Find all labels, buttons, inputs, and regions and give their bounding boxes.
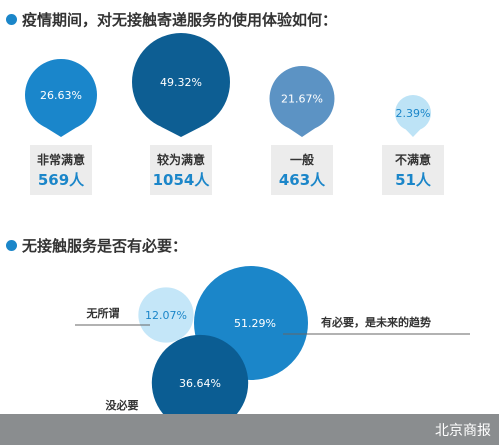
category-card-dissatisfied: 不满意 51人	[382, 145, 444, 195]
bubble-percentage-label: 21.67%	[281, 93, 323, 106]
series-name-label: 没必要	[106, 398, 139, 412]
bubble-percentage-label: 36.64%	[179, 377, 221, 390]
question-1-heading: 疫情期间，对无接触寄递服务的使用体验如何：	[6, 8, 337, 30]
question-1-title: 疫情期间，对无接触寄递服务的使用体验如何：	[22, 10, 338, 29]
source-label: 北京商报	[435, 423, 491, 439]
series-name-label: 无所谓	[86, 306, 120, 320]
category-card-neutral: 一般 463人	[271, 145, 333, 195]
necessity-bubble	[194, 266, 308, 380]
bubble-pointer	[288, 128, 316, 137]
category-label: 非常满意	[36, 153, 85, 167]
bubble-percentage-label: 26.63%	[40, 89, 82, 102]
satisfaction-bubble	[269, 66, 335, 131]
satisfaction-bubble	[24, 58, 98, 131]
bubble-pointer	[405, 129, 421, 137]
category-card-very-satisfied: 非常满意 569人	[30, 145, 92, 195]
category-label: 不满意	[394, 153, 431, 167]
category-count: 51人	[395, 171, 431, 189]
category-count: 1054人	[152, 171, 210, 189]
question-2-title: 无接触服务是否有必要：	[22, 236, 188, 255]
footer-bar: 北京商报	[0, 414, 499, 445]
bubble-percentage-label: 51.29%	[234, 317, 276, 330]
question-2-heading: 无接触服务是否有必要：	[6, 234, 187, 256]
bullet-dot-icon	[6, 13, 17, 25]
category-label: 一般	[289, 153, 314, 167]
category-count: 569人	[37, 171, 85, 189]
bubble-percentage-label: 2.39%	[396, 107, 431, 120]
bubble-percentage-label: 49.32%	[160, 76, 202, 89]
series-name-label: 有必要，是未来的趋势	[321, 315, 431, 329]
category-card-fairly-satisfied: 较为满意 1054人	[150, 145, 212, 195]
category-label: 较为满意	[156, 153, 205, 167]
bullet-dot-icon	[6, 239, 17, 251]
satisfaction-bubble-chart: 26.63% 49.32% 21.67% 2.39%	[24, 33, 431, 137]
satisfaction-bubble	[395, 95, 431, 131]
satisfaction-bubble	[132, 33, 230, 131]
necessity-bubble	[138, 287, 194, 343]
bubble-percentage-label: 12.07%	[145, 309, 187, 322]
category-count: 463人	[278, 171, 326, 189]
